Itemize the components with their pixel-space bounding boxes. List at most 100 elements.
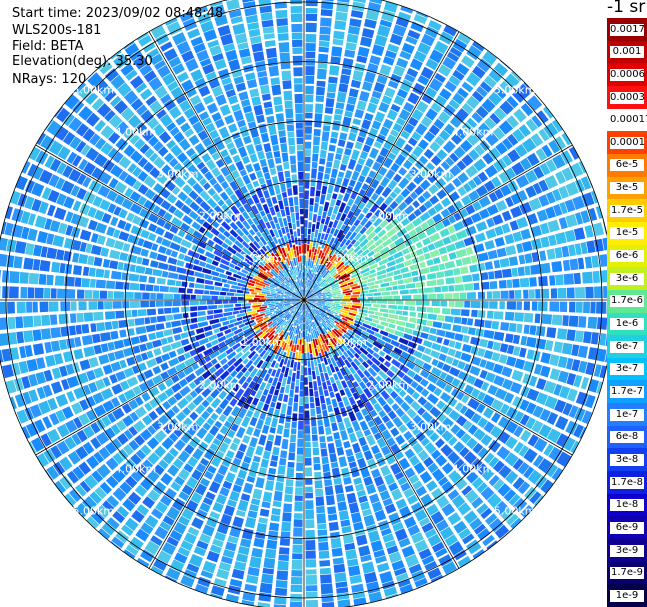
- ray-gate: [549, 354, 560, 367]
- ray-gate: [226, 209, 234, 217]
- ray-gate: [215, 433, 225, 442]
- ray-gate: [294, 351, 299, 361]
- ray-gate: [198, 85, 211, 97]
- ray-gate: [348, 565, 361, 577]
- ray-gate: [130, 98, 144, 111]
- ray-gate: [314, 229, 319, 238]
- ray-gate: [415, 431, 426, 442]
- ray-gate: [374, 238, 384, 247]
- ray-gate: [323, 288, 330, 293]
- ray-gate: [190, 69, 204, 82]
- ray-gate: [328, 521, 339, 531]
- ray-gate: [26, 301, 33, 313]
- ray-gate: [314, 316, 319, 322]
- ray-gate: [245, 359, 254, 369]
- ray-gate: [448, 285, 455, 292]
- ray-gate: [368, 314, 379, 320]
- ray-gate: [312, 321, 318, 331]
- range-ring-label: 3.00km: [157, 420, 199, 433]
- ray-gate: [28, 389, 39, 403]
- ray-gate: [265, 245, 273, 254]
- ray-gate: [537, 458, 553, 474]
- ray-gate: [420, 378, 429, 387]
- ray-gate: [145, 341, 154, 350]
- ray-gate: [320, 315, 326, 321]
- ray-gate: [235, 220, 244, 230]
- ray-gate: [175, 411, 187, 422]
- ray-gate: [434, 40, 449, 55]
- ray-gate: [341, 354, 347, 361]
- ray-gate: [320, 267, 327, 275]
- ray-gate: [340, 302, 347, 305]
- ray-gate: [543, 380, 557, 394]
- ray-gate: [295, 311, 299, 317]
- ray-gate: [234, 416, 243, 426]
- ray-gate: [345, 324, 354, 331]
- ray-gate: [391, 218, 399, 226]
- ray-gate: [504, 233, 515, 245]
- colorbar-segment: 1e-7: [607, 403, 647, 427]
- ray-gate: [285, 344, 290, 351]
- ray-gate: [356, 100, 367, 111]
- ray-gate: [406, 386, 416, 396]
- ray-gate: [488, 69, 503, 83]
- ray-gate: [361, 444, 370, 452]
- ray-gate: [402, 374, 414, 385]
- ray-gate: [549, 301, 560, 312]
- ray-gate: [417, 419, 429, 432]
- ray-gate: [90, 422, 101, 434]
- ray-gate: [113, 53, 129, 69]
- ray-gate: [460, 266, 469, 275]
- ray-gate: [352, 442, 361, 454]
- ray-gate: [192, 448, 204, 461]
- ray-gate: [341, 312, 350, 318]
- ray-gate: [234, 137, 244, 149]
- ray-gate: [337, 264, 345, 272]
- ray-gate: [242, 325, 250, 331]
- ray-gate: [372, 161, 382, 172]
- ray-gate: [533, 495, 544, 506]
- ray-gate: [419, 369, 430, 379]
- ray-gate: [102, 376, 111, 387]
- ray-gate: [355, 327, 363, 333]
- ray-gate: [135, 326, 147, 335]
- ray-gate: [309, 242, 313, 250]
- ray-gate: [297, 312, 300, 318]
- ray-gate: [320, 348, 326, 358]
- ray-gate: [160, 362, 169, 371]
- ray-gate: [25, 422, 39, 437]
- ray-gate: [442, 363, 452, 373]
- ray-gate: [326, 366, 333, 376]
- ray-gate: [518, 124, 531, 137]
- ray-gate: [299, 286, 303, 297]
- ray-gate: [311, 281, 318, 290]
- ray-gate: [137, 157, 148, 168]
- colorbar-tick-label: 3e-6: [610, 272, 644, 285]
- ray-gate: [173, 313, 183, 320]
- ray-gate: [451, 494, 466, 509]
- ray-gate: [369, 284, 379, 290]
- ray-gate: [144, 148, 155, 159]
- ray-gate: [361, 249, 370, 257]
- ray-gate: [144, 267, 153, 275]
- ray-gate: [28, 441, 37, 454]
- ray-gate: [229, 398, 238, 407]
- ray-gate: [252, 375, 259, 383]
- ray-gate: [377, 423, 387, 433]
- ray-gate: [376, 457, 386, 467]
- ray-gate: [170, 341, 182, 350]
- ray-gate: [464, 283, 474, 291]
- ray-gate: [252, 217, 260, 226]
- ray-gate: [317, 278, 323, 285]
- ray-gate: [335, 581, 348, 588]
- ray-gate: [376, 338, 386, 346]
- ray-gate: [506, 356, 517, 367]
- ray-gate: [268, 185, 276, 196]
- ray-gate: [296, 344, 299, 351]
- ray-gate: [293, 78, 303, 84]
- ray-gate: [306, 302, 314, 309]
- ray-gate: [77, 216, 90, 228]
- ray-gate: [259, 349, 267, 358]
- ray-gate: [307, 296, 315, 299]
- ray-gate: [113, 339, 125, 350]
